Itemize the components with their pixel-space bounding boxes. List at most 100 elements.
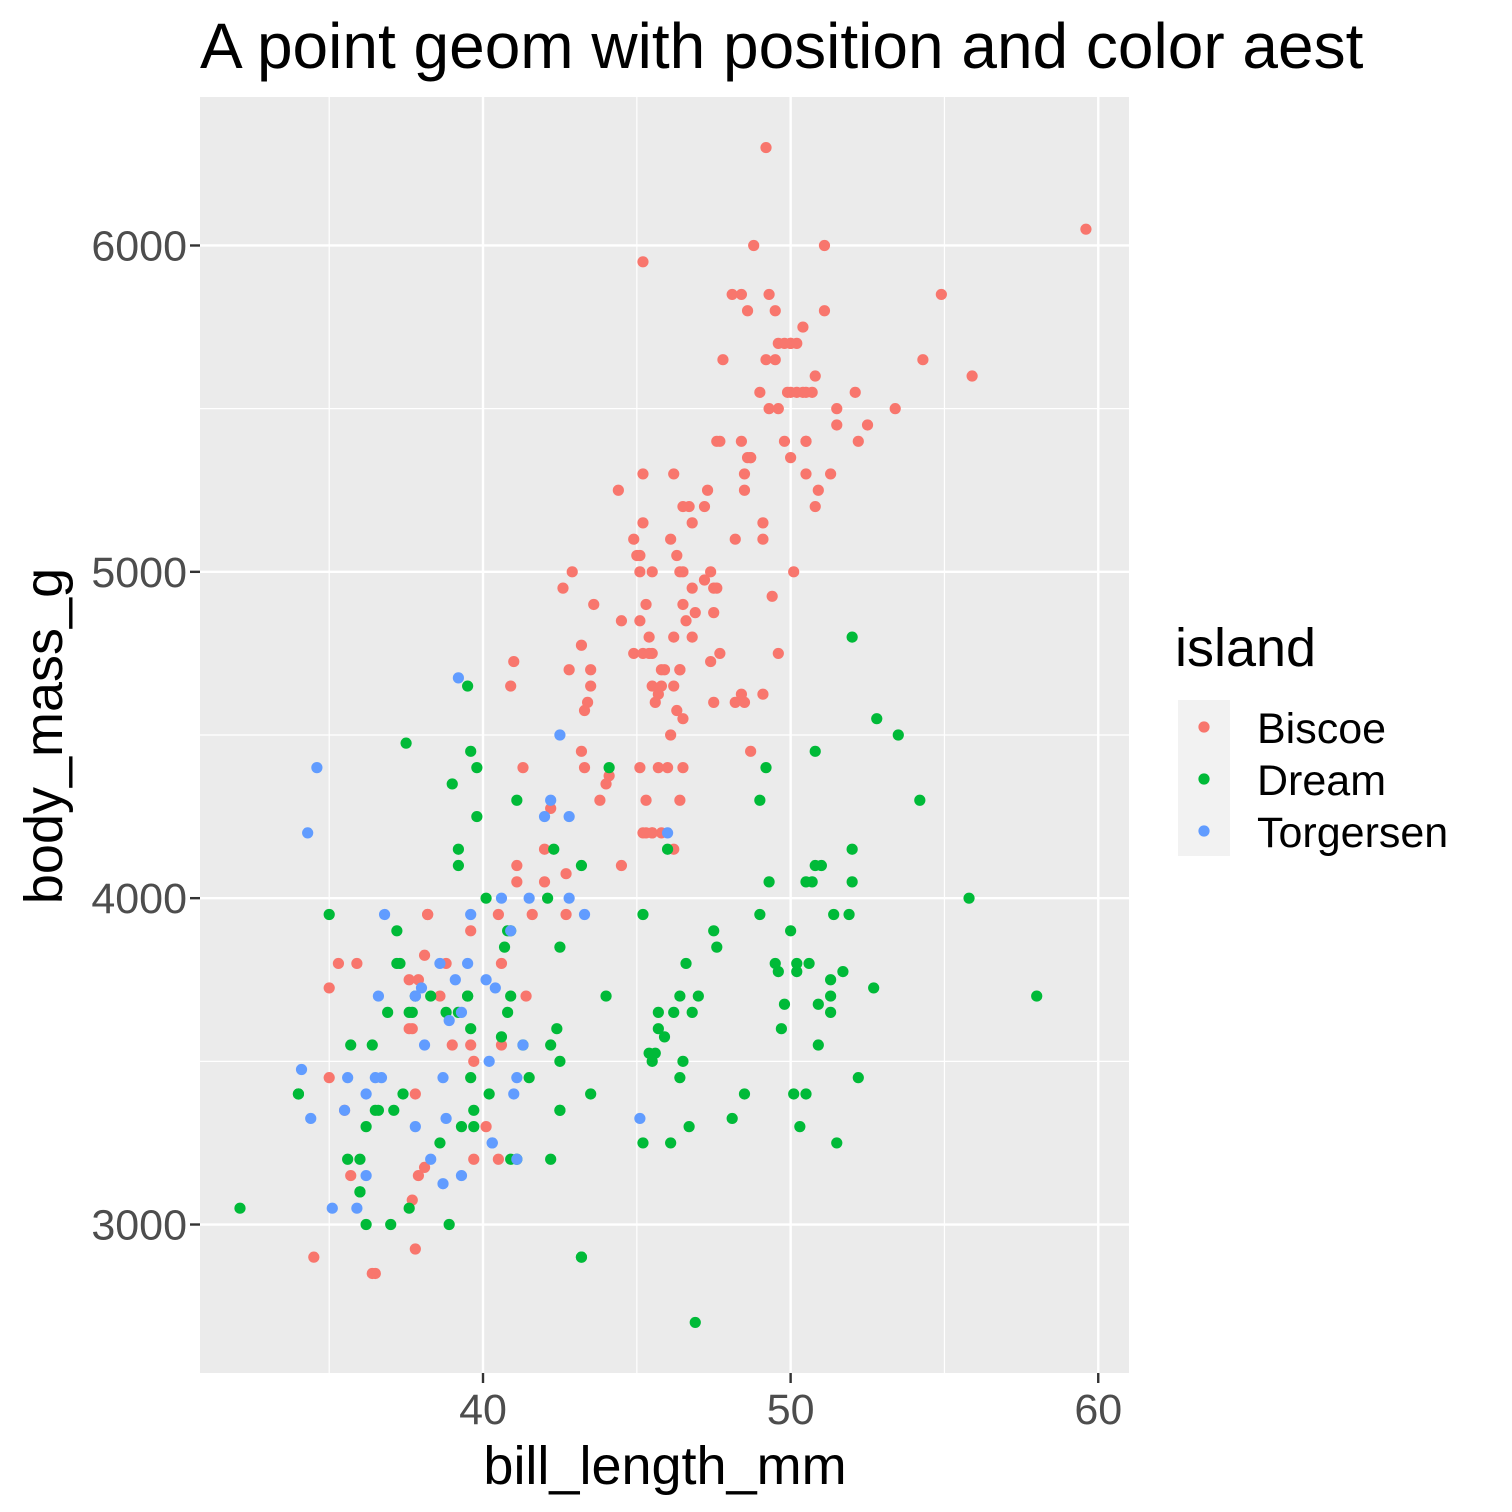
data-point-biscoe (575, 745, 588, 757)
data-point-torgersen (425, 1153, 437, 1165)
data-point-dream (372, 1104, 385, 1116)
data-point-dream (354, 1153, 366, 1165)
data-point-biscoe (566, 566, 578, 578)
data-point-dream (434, 1137, 446, 1149)
data-point-dream (480, 892, 492, 904)
data-point-biscoe (640, 794, 652, 806)
x-axis: 40 50 60 (459, 1373, 1122, 1434)
data-point-dream (846, 876, 858, 888)
data-point-torgersen (452, 672, 464, 684)
data-point-biscoe (818, 239, 831, 252)
data-point-biscoe (637, 827, 649, 839)
data-point-biscoe (772, 403, 784, 415)
data-point-dream (345, 1039, 357, 1051)
data-point-dream (803, 957, 815, 970)
data-point-torgersen (634, 1112, 646, 1125)
data-point-torgersen (511, 1153, 523, 1165)
data-point-biscoe (889, 403, 901, 415)
data-point-dream (1031, 990, 1043, 1002)
data-point-dream (360, 1218, 372, 1231)
data-point-dream (366, 1039, 378, 1051)
data-point-dream (394, 957, 406, 970)
data-point-biscoe (797, 321, 809, 333)
data-point-dream (292, 1088, 305, 1100)
data-point-biscoe (674, 794, 686, 806)
data-point-biscoe (917, 354, 929, 366)
data-point-biscoe (578, 762, 591, 774)
data-point-biscoe (634, 762, 646, 774)
data-point-biscoe (332, 957, 345, 970)
data-point-dream (385, 1218, 397, 1231)
data-point-biscoe (585, 664, 597, 676)
data-point-torgersen (326, 1202, 338, 1214)
data-point-biscoe (738, 468, 751, 480)
data-point-dream (545, 1153, 557, 1165)
data-point-torgersen (440, 1112, 452, 1125)
data-point-biscoe (748, 239, 760, 252)
data-point-dream (523, 1072, 535, 1084)
data-point-torgersen (409, 1121, 421, 1133)
data-point-biscoe (643, 631, 655, 643)
data-point-dream (649, 1047, 661, 1059)
data-point-torgersen (563, 892, 575, 904)
data-point-biscoe (686, 582, 698, 594)
data-point-biscoe (323, 982, 335, 994)
data-point-biscoe (766, 590, 778, 602)
data-point-torgersen (578, 908, 591, 921)
data-point-dream (754, 794, 766, 806)
data-point-dream (342, 1153, 354, 1165)
data-point-biscoe (594, 794, 606, 806)
data-point-dream (963, 892, 975, 904)
data-point-biscoe (366, 1267, 378, 1280)
data-point-torgersen (455, 1169, 468, 1182)
data-point-torgersen (302, 827, 314, 839)
data-point-biscoe (628, 647, 640, 660)
data-point-biscoe (726, 288, 738, 301)
data-point-biscoe (308, 1251, 320, 1263)
data-point-biscoe (505, 680, 517, 692)
data-point-biscoe (480, 1121, 492, 1133)
data-point-biscoe (769, 354, 781, 366)
minor-gridlines (200, 97, 1129, 1373)
y-axis: 3000 4000 5000 6000 (91, 222, 200, 1250)
data-point-biscoe (1080, 223, 1092, 235)
data-point-biscoe (422, 908, 434, 921)
data-point-dream (775, 1023, 787, 1035)
data-point-biscoe (560, 868, 572, 880)
legend-key-dream (1198, 773, 1210, 785)
x-tick-label: 40 (459, 1386, 507, 1434)
data-point-biscoe (468, 1055, 480, 1067)
data-point-torgersen (523, 892, 535, 904)
legend-label-biscoe: Biscoe (1257, 705, 1386, 753)
data-point-biscoe (671, 549, 683, 562)
data-point-biscoe (646, 827, 658, 839)
data-point-dream (661, 843, 674, 855)
data-point-biscoe (698, 500, 711, 513)
data-point-biscoe (520, 990, 532, 1002)
data-point-biscoe (646, 566, 658, 578)
data-point-biscoe (729, 696, 741, 708)
data-point-torgersen (538, 810, 551, 823)
legend-label-dream: Dream (1257, 757, 1386, 805)
data-point-biscoe (831, 403, 843, 415)
data-point-dream (603, 762, 615, 774)
data-point-dream (892, 729, 904, 741)
data-point-dream (542, 892, 554, 904)
data-point-biscoe (708, 607, 720, 619)
data-point-dream (585, 1088, 597, 1100)
data-point-dream (809, 859, 821, 872)
data-point-torgersen (434, 957, 446, 970)
data-point-dream (360, 1121, 372, 1133)
data-point-dream (462, 990, 474, 1002)
data-point-biscoe (763, 403, 775, 415)
x-axis-title: bill_length_mm (483, 1436, 846, 1496)
data-point-torgersen (511, 1072, 523, 1084)
data-point-biscoe (778, 435, 791, 447)
y-tick-label: 6000 (91, 222, 187, 270)
data-point-biscoe (668, 680, 680, 692)
data-point-biscoe (677, 713, 689, 725)
data-point-dream (825, 1006, 837, 1018)
data-point-dream (554, 941, 566, 953)
data-point-biscoe (677, 566, 689, 578)
